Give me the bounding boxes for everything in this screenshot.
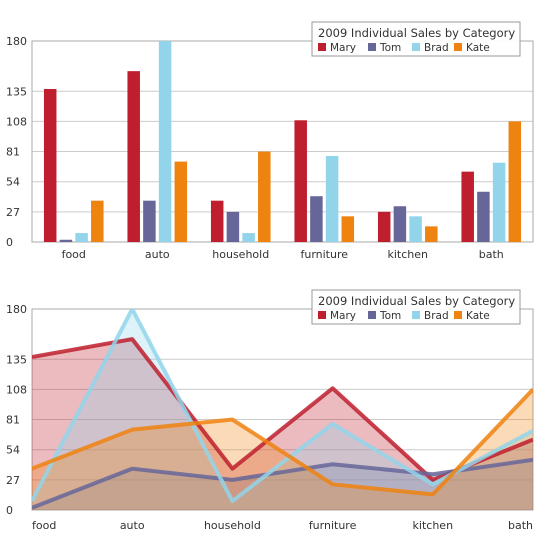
bar-kate-bath	[508, 121, 522, 242]
x-tick-label: food	[32, 519, 56, 532]
y-tick-label: 54	[6, 176, 20, 189]
y-tick-label: 180	[6, 35, 27, 48]
x-tick-label: household	[212, 248, 269, 261]
bar-tom-furniture	[310, 196, 323, 242]
x-tick-label: kitchen	[388, 248, 429, 261]
legend-swatch-brad	[412, 311, 420, 319]
bar-kate-kitchen	[425, 226, 438, 242]
plot-area	[32, 309, 533, 510]
legend-swatch-mary	[318, 311, 326, 319]
legend-label: Tom	[379, 310, 401, 322]
bar-tom-bath	[477, 191, 490, 242]
x-tick-label: auto	[120, 519, 145, 532]
y-tick-label: 27	[6, 474, 20, 487]
legend-label: Kate	[466, 42, 490, 54]
bar-mary-household	[210, 200, 224, 242]
x-tick-label: household	[204, 519, 261, 532]
bar-chart: 0 27 54 81 108 135 180 food auto household furnitu…	[6, 21, 534, 261]
y-tick-label: 0	[6, 236, 13, 249]
bar-mary-auto	[127, 71, 140, 242]
bar-brad-auto	[158, 41, 172, 242]
legend-label: Brad	[424, 310, 449, 322]
bar-brad-bath	[492, 162, 506, 242]
chart-title: 2009 Individual Sales by Category	[318, 294, 515, 308]
x-tick-label: bath	[508, 519, 533, 532]
chart-title: 2009 Individual Sales by Category	[318, 26, 515, 40]
y-tick-label: 81	[6, 414, 20, 427]
legend-label: Mary	[330, 42, 356, 54]
x-tick-label: kitchen	[413, 519, 454, 532]
bar-kate-auto	[174, 161, 188, 242]
bar-mary-food	[43, 89, 57, 242]
y-tick-label: 180	[6, 303, 27, 316]
bar-kate-furniture	[341, 216, 355, 242]
y-tick-label: 108	[6, 383, 27, 396]
bar-mary-kitchen	[377, 211, 391, 242]
bar-brad-household	[242, 233, 255, 242]
bar-brad-food	[75, 233, 88, 242]
y-tick-label: 27	[6, 206, 20, 219]
x-tick-label: furniture	[300, 248, 348, 261]
bar-kate-household	[258, 151, 271, 242]
y-tick-label: 0	[6, 504, 13, 517]
bar-tom-food	[59, 239, 73, 242]
legend-swatch-tom	[368, 43, 376, 51]
legend-swatch-brad	[412, 43, 420, 51]
legend-label: Kate	[466, 310, 490, 322]
x-tick-label: auto	[145, 248, 170, 261]
line-tom	[32, 457, 533, 510]
legend-swatch-kate	[454, 311, 462, 319]
area-chart: 0 27 54 81 108 135 180 food auto household furnitu…	[6, 289, 534, 532]
y-tick-label: 135	[6, 85, 27, 98]
legend-label: Mary	[330, 310, 356, 322]
legend-swatch-tom	[368, 311, 376, 319]
plot-frame	[31, 308, 534, 511]
y-tick-label: 81	[6, 146, 20, 159]
bar-tom-auto	[143, 200, 156, 242]
plot-frame	[31, 40, 534, 243]
legend-swatch-mary	[318, 43, 326, 51]
plot-area	[43, 41, 522, 242]
x-tick-label: bath	[479, 248, 504, 261]
legend-label: Tom	[379, 42, 401, 54]
area-kate	[32, 389, 533, 510]
y-tick-label: 54	[6, 444, 20, 457]
x-tick-label: furniture	[309, 519, 357, 532]
y-tick-label: 135	[6, 353, 27, 366]
x-tick-label: food	[62, 248, 86, 261]
line-kate	[32, 388, 533, 497]
bar-mary-furniture	[294, 120, 307, 242]
legend-swatch-kate	[454, 43, 462, 51]
bar-kate-food	[91, 200, 104, 242]
legend-label: Brad	[424, 42, 449, 54]
bar-tom-household	[226, 211, 240, 242]
bar-brad-kitchen	[409, 216, 422, 242]
bar-mary-bath	[461, 171, 474, 242]
bar-brad-furniture	[325, 156, 339, 242]
bar-tom-kitchen	[393, 206, 407, 242]
y-tick-label: 108	[6, 115, 27, 128]
